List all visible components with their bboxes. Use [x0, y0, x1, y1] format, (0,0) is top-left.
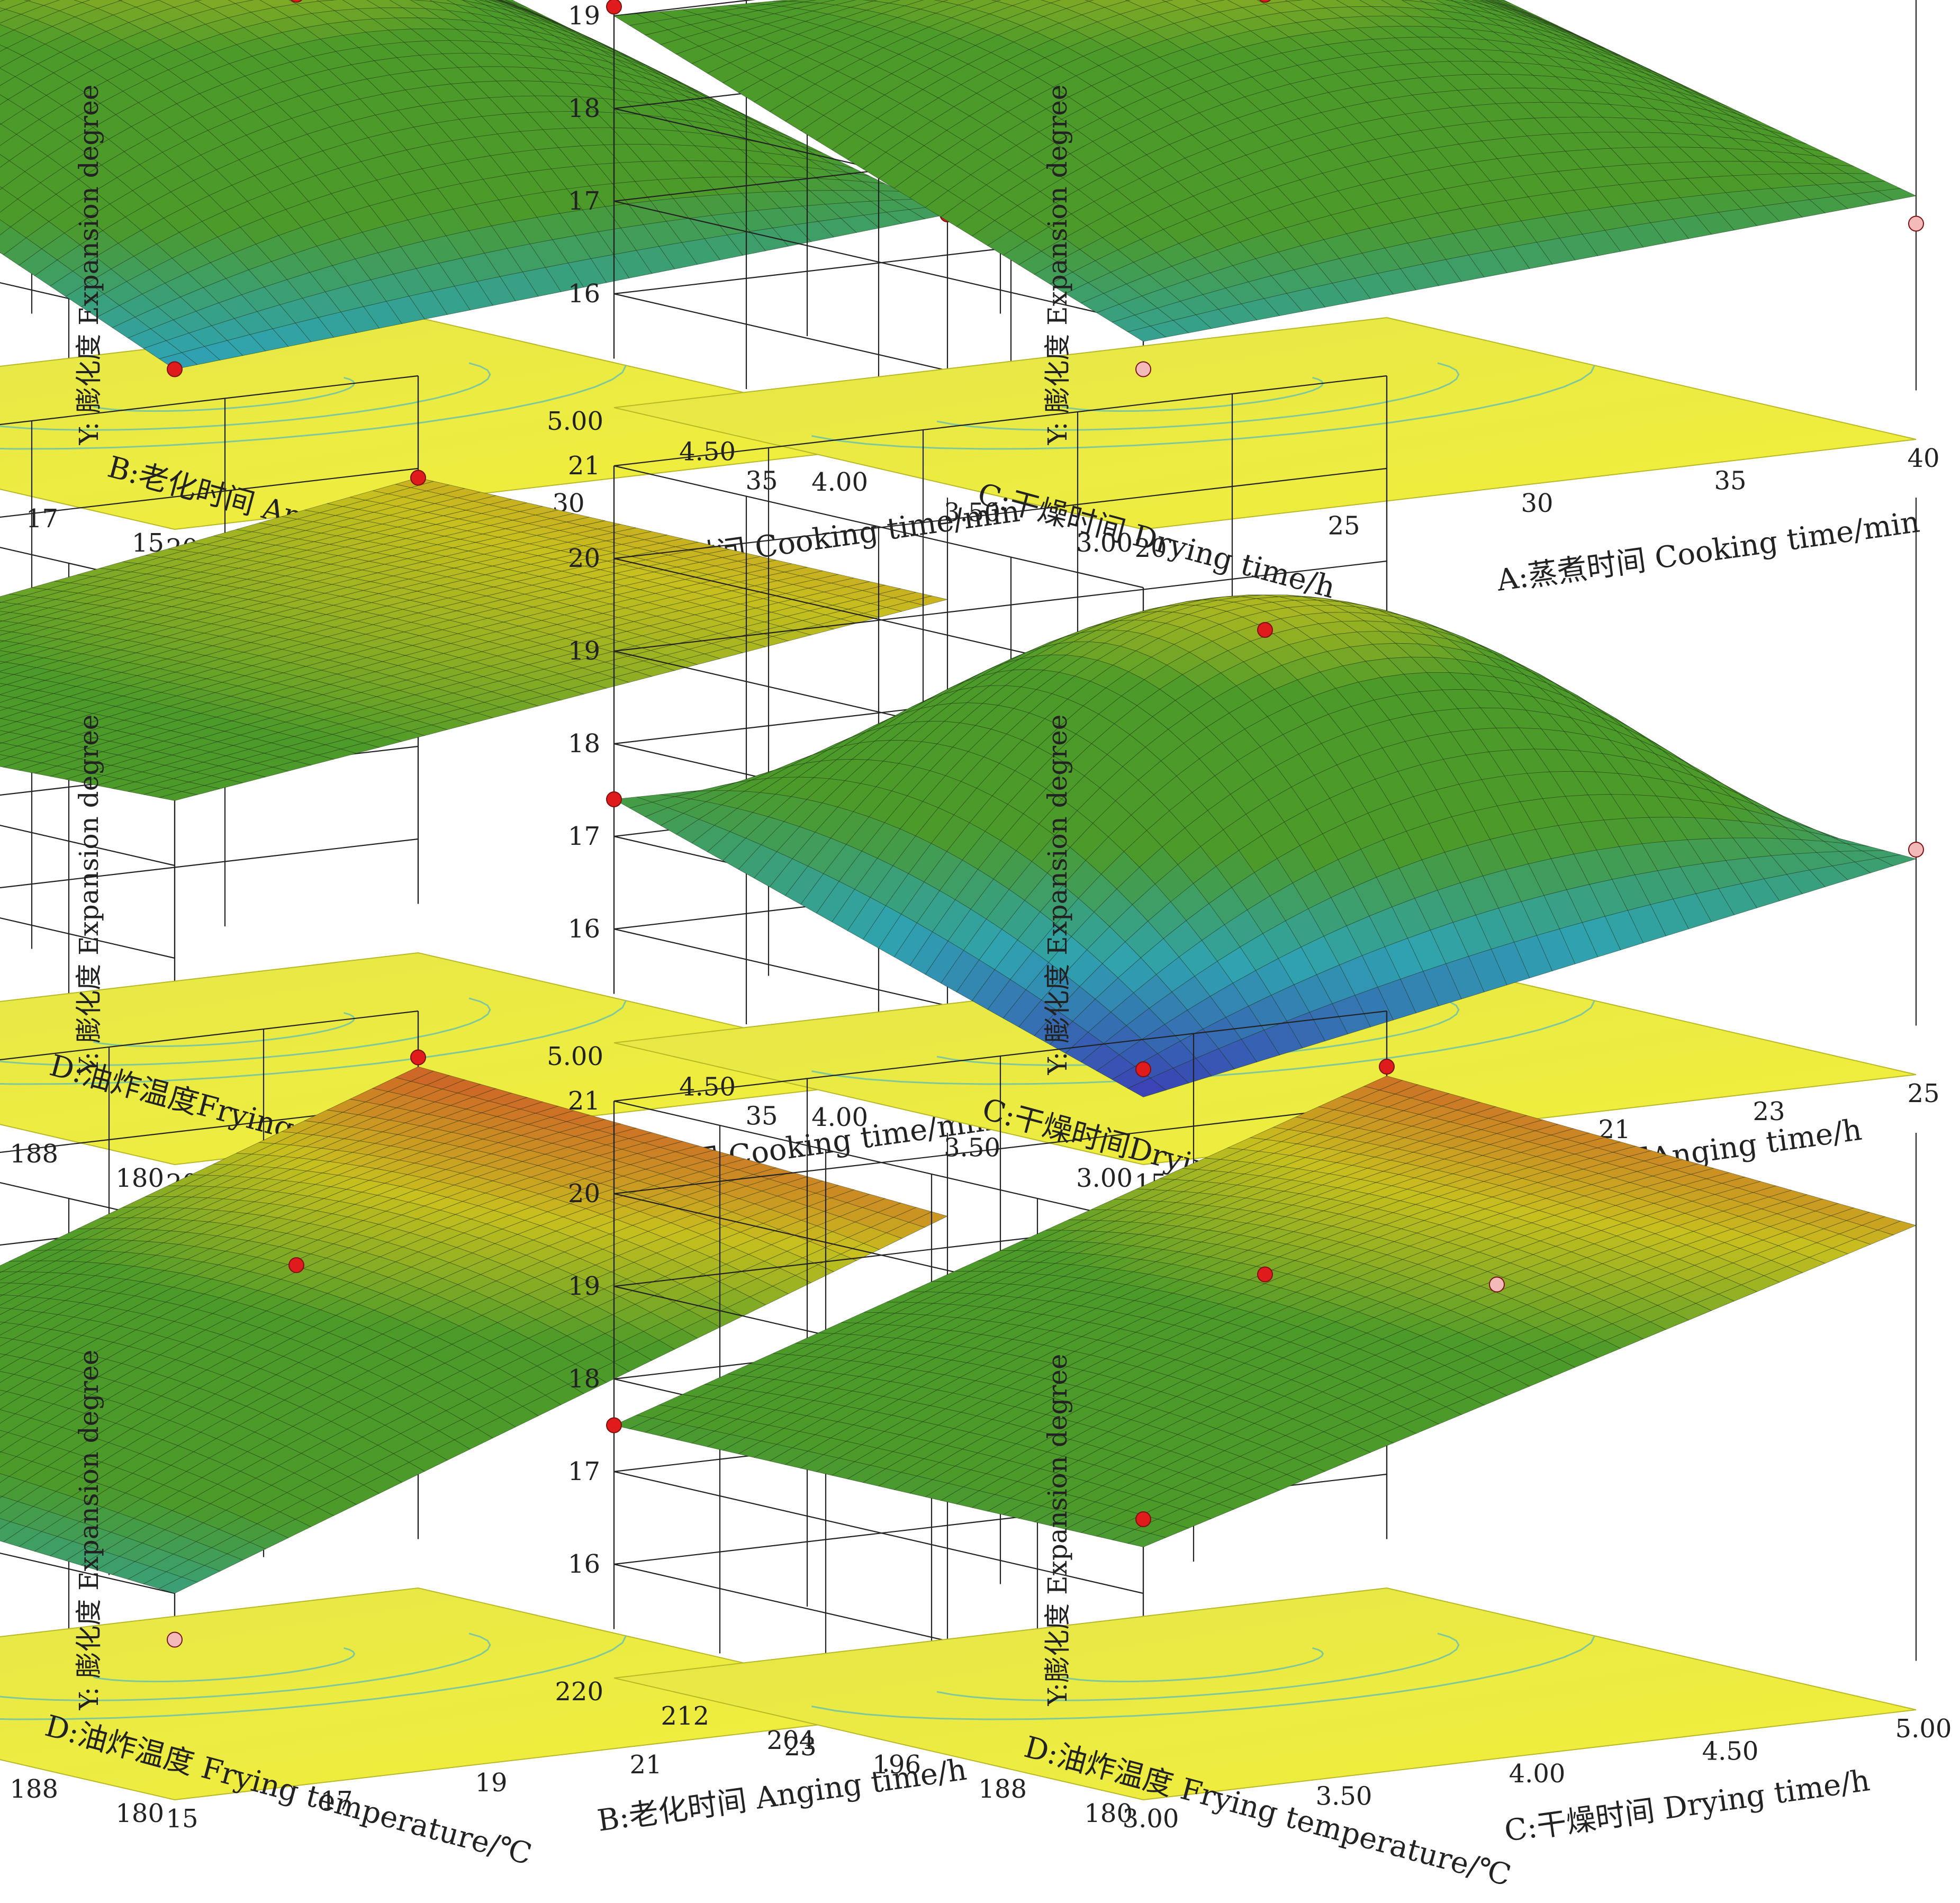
z-tick-label: 16	[568, 279, 600, 309]
design-point	[1135, 1061, 1151, 1077]
tick-labels: 16171819202120253035403.003.504.004.505.…	[547, 1, 1939, 563]
surface-cell	[804, 0, 836, 4]
surface-cell	[942, 0, 974, 5]
z-axis-label: Y: 膨化度 Expansion degree	[74, 85, 104, 446]
design-point	[290, 0, 303, 3]
contour-line	[0, 1000, 627, 1085]
z-tick-label: 18	[568, 94, 600, 123]
z-axis-label: Y: 膨化度 Expansion degree	[1042, 85, 1073, 446]
response-surface	[0, 477, 948, 801]
x-tick-label: 20	[1134, 534, 1167, 563]
floor-plane	[613, 317, 1917, 530]
surface-cell	[788, 0, 817, 3]
z-tick-label: 18	[568, 729, 600, 759]
design-points	[606, 0, 1924, 377]
design-point	[1908, 215, 1924, 232]
surface-cell	[0, 186, 3, 190]
z-tick-label: 19	[568, 1, 600, 31]
surface-cell	[0, 7, 6, 12]
x-tick-label: 30	[1521, 489, 1553, 518]
design-point	[410, 470, 426, 486]
surface-cell	[991, 0, 1001, 2]
response-surface-panel-ac: 16 17 18 19 20 21 20 25 30 35 40 3.00 3.50 4.00 4.50 5.…	[547, 0, 1940, 606]
contour-line	[93, 1012, 356, 1048]
contour-line	[936, 362, 1460, 431]
y-tick-label: 4.50	[679, 1072, 736, 1102]
design-point	[606, 791, 622, 807]
contour-line	[93, 376, 356, 412]
x-tick-label: 23	[1753, 1097, 1785, 1126]
design-point	[167, 361, 183, 377]
surface-cell	[74, 0, 91, 3]
surface-cell	[1085, 0, 1095, 2]
y-tick-label: 188	[10, 1139, 58, 1169]
x-tick-label: 25	[1327, 511, 1360, 541]
y-tick-label: 17	[26, 504, 58, 534]
y-tick-label: 5.00	[547, 1042, 603, 1071]
surface-cell	[873, 0, 901, 4]
contour-line	[811, 365, 1595, 450]
contour-line	[1062, 376, 1324, 412]
surface-cell	[934, 0, 949, 2]
design-point	[1257, 622, 1273, 638]
y-tick-label: 5.00	[547, 407, 603, 436]
design-point	[606, 0, 622, 15]
y-tick-label: 3.00	[1076, 1164, 1133, 1193]
contour-line	[0, 997, 491, 1066]
surface-cell	[0, 44, 7, 52]
response-surface	[613, 0, 1917, 342]
z-tick-label: 21	[568, 451, 600, 481]
x-tick-label: 35	[1714, 466, 1746, 496]
x-tick-label: 40	[1907, 444, 1939, 473]
gridline-z	[0, 375, 419, 589]
x-tick-label: 35	[745, 466, 778, 496]
y-tick-label: 4.00	[811, 467, 868, 497]
z-tick-label: 19	[568, 636, 600, 666]
x-tick-label: 25	[1907, 1079, 1939, 1108]
design-point	[1135, 361, 1151, 377]
y-tick-label: 4.00	[811, 1103, 868, 1132]
z-tick-label: 16	[568, 914, 600, 944]
gridline-z	[0, 467, 419, 681]
z-tick-label: 20	[568, 544, 600, 573]
response-surface	[0, 0, 949, 369]
contour-floor	[613, 317, 1917, 530]
floor-plane	[0, 952, 948, 1166]
x-tick-label: 35	[745, 1102, 778, 1131]
surface-cell	[1877, 188, 1917, 201]
design-point	[1908, 842, 1924, 858]
z-tick-label: 17	[568, 822, 600, 851]
y-tick-label: 3.50	[944, 498, 1000, 528]
surface-cell	[773, 0, 800, 2]
y-tick-label: 3.00	[1076, 528, 1133, 558]
gridline-z	[0, 838, 419, 1052]
contour-line	[0, 365, 627, 450]
y-tick-label: 3.50	[944, 1133, 1000, 1163]
z-axis-label: Y: 膨化度 Expansion degree	[74, 715, 104, 1076]
x-axis-label: A:蒸煮时间 Cooking time/min	[1494, 504, 1922, 598]
surface-cell	[1041, 0, 1061, 3]
z-axis-label: Y: 膨化度 Expansion degree	[1042, 715, 1073, 1076]
design-point	[1259, 0, 1271, 3]
y-tick-label: 4.50	[679, 437, 736, 467]
contour-floor	[0, 952, 948, 1166]
surface-cell	[24, 0, 32, 2]
y-tick-label: 180	[115, 1164, 164, 1193]
z-tick-label: 17	[568, 186, 600, 216]
contour-line	[0, 362, 491, 431]
